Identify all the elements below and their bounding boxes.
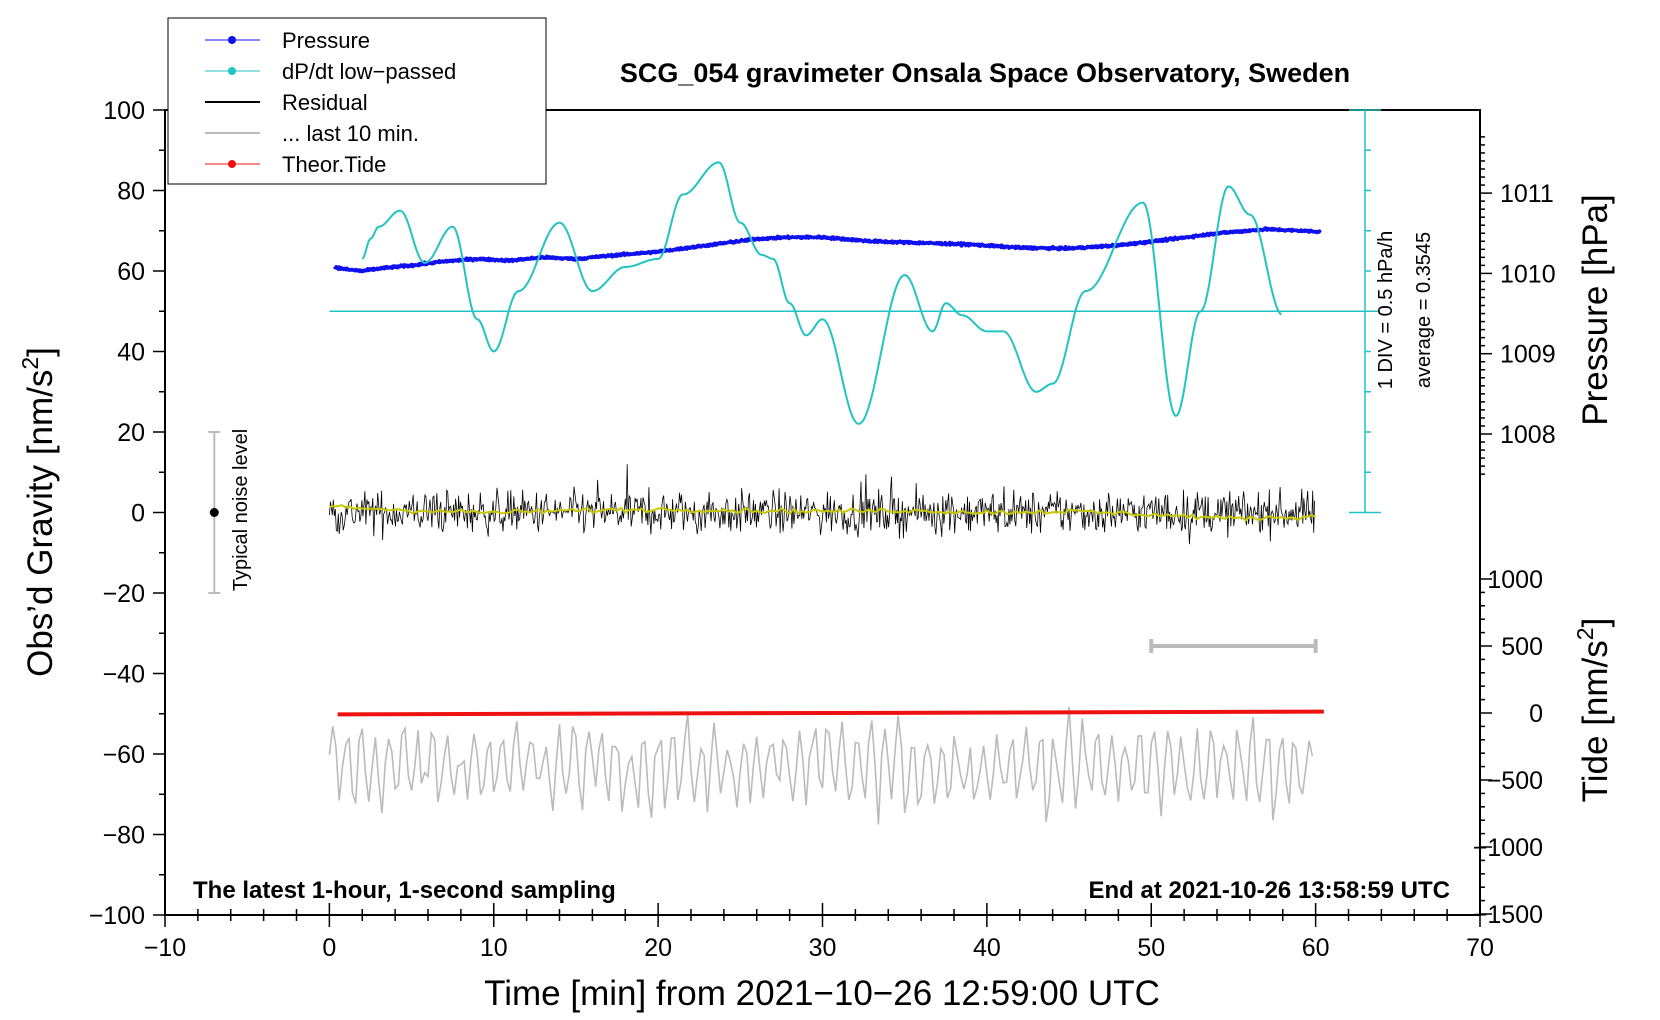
last-10-min-line [328, 706, 1314, 825]
x-tick-label: 30 [809, 934, 837, 962]
x-tick-label: 70 [1466, 934, 1494, 962]
residual-smoothed-line [329, 504, 1317, 522]
y-tick-label: 60 [117, 258, 145, 286]
x-axis-ticks: −10 0 10 20 30 40 50 60 70 [144, 903, 1494, 962]
x-tick-label: 0 [322, 934, 336, 962]
legend-label: ... last 10 min. [282, 121, 419, 146]
y-tick-label: −40 [103, 661, 145, 689]
legend-swatch-dot [228, 160, 236, 168]
y-tick-label: 0 [131, 500, 145, 528]
x-tick-label: 60 [1302, 934, 1330, 962]
y-axis-title: Obs’d Gravity [nm/s2] [17, 347, 60, 677]
noise-label: Typical noise level [230, 429, 252, 591]
legend-swatch-dot [228, 67, 236, 75]
pressure-tick-label: 1008 [1500, 421, 1556, 449]
legend-label: dP/dt low−passed [282, 59, 456, 84]
dpdt-scale-label: 1 DIV = 0.5 hPa/h [1375, 231, 1397, 389]
dpdt-reference [329, 109, 1381, 514]
x-axis-title: Time [min] from 2021−10−26 12:59:00 UTC [484, 974, 1160, 1013]
residual-line [329, 464, 1315, 545]
y-tick-label: 80 [117, 178, 145, 206]
pressure-tick-label: 1010 [1500, 260, 1556, 288]
legend-swatch-dot [228, 36, 236, 44]
legend-label: Pressure [282, 28, 370, 53]
pressure-tick-label: 1009 [1500, 341, 1556, 369]
last-10-min-bar [1149, 639, 1318, 653]
tide-tick-label: −1500 [1473, 901, 1543, 929]
last-10-min-series [328, 706, 1314, 825]
tide-tick-label: 0 [1529, 700, 1543, 728]
pressure-tick-label: 1011 [1500, 180, 1554, 208]
residual-series [329, 464, 1317, 545]
pressure-axis-ticks: 1008 1009 1010 1011 [1480, 136, 1556, 475]
y-tick-label: −100 [89, 902, 145, 930]
pressure-series [332, 226, 1322, 274]
y-tick-label: −20 [103, 580, 145, 608]
tide-tick-label: 500 [1501, 633, 1543, 661]
y-tick-label: 40 [117, 339, 145, 367]
tide-line [337, 709, 1324, 717]
x-tick-label: −10 [144, 934, 186, 962]
x-tick-label: 20 [644, 934, 672, 962]
legend-label: Theor.Tide [282, 152, 386, 177]
subtitle-right: End at 2021-10-26 13:58:59 UTC [1089, 877, 1451, 904]
tide-tick-label: 1000 [1487, 566, 1543, 594]
x-tick-label: 10 [480, 934, 508, 962]
y-tick-label: −80 [103, 822, 145, 850]
pressure-axis-title: Pressure [hPa] [1576, 194, 1615, 426]
y-tick-label: 20 [117, 419, 145, 447]
chart-title: SCG_054 gravimeter Onsala Space Observat… [620, 58, 1350, 88]
pressure-line [332, 226, 1322, 274]
dpdt-line [361, 161, 1282, 425]
y-axis-ticks: −100 −80 −60 −40 −20 0 20 40 60 80 100 [89, 97, 165, 930]
dpdt-average-label: average = 0.3545 [1413, 232, 1435, 388]
noise-bar-dot [209, 508, 219, 517]
tide-axis-ticks: −1500 −1000 −500 0 500 1000 [1473, 566, 1543, 929]
legend-label: Residual [282, 90, 368, 115]
tide-tick-label: −1000 [1473, 834, 1543, 862]
tide-tick-label: −500 [1487, 767, 1543, 795]
x-tick-label: 40 [973, 934, 1001, 962]
typical-noise-bar [208, 431, 221, 594]
tide-axis-title: Tide [nm/s2] [1572, 618, 1615, 803]
legend: Pressure dP/dt low−passed Residual ... last… [167, 17, 547, 185]
y-tick-label: 100 [103, 97, 145, 125]
subtitle-left: The latest 1-hour, 1-second sampling [193, 877, 616, 904]
x-tick-label: 50 [1137, 934, 1165, 962]
dpdt-series [361, 161, 1282, 425]
theoretical-tide-series [337, 709, 1324, 717]
y-tick-label: −60 [103, 741, 145, 769]
